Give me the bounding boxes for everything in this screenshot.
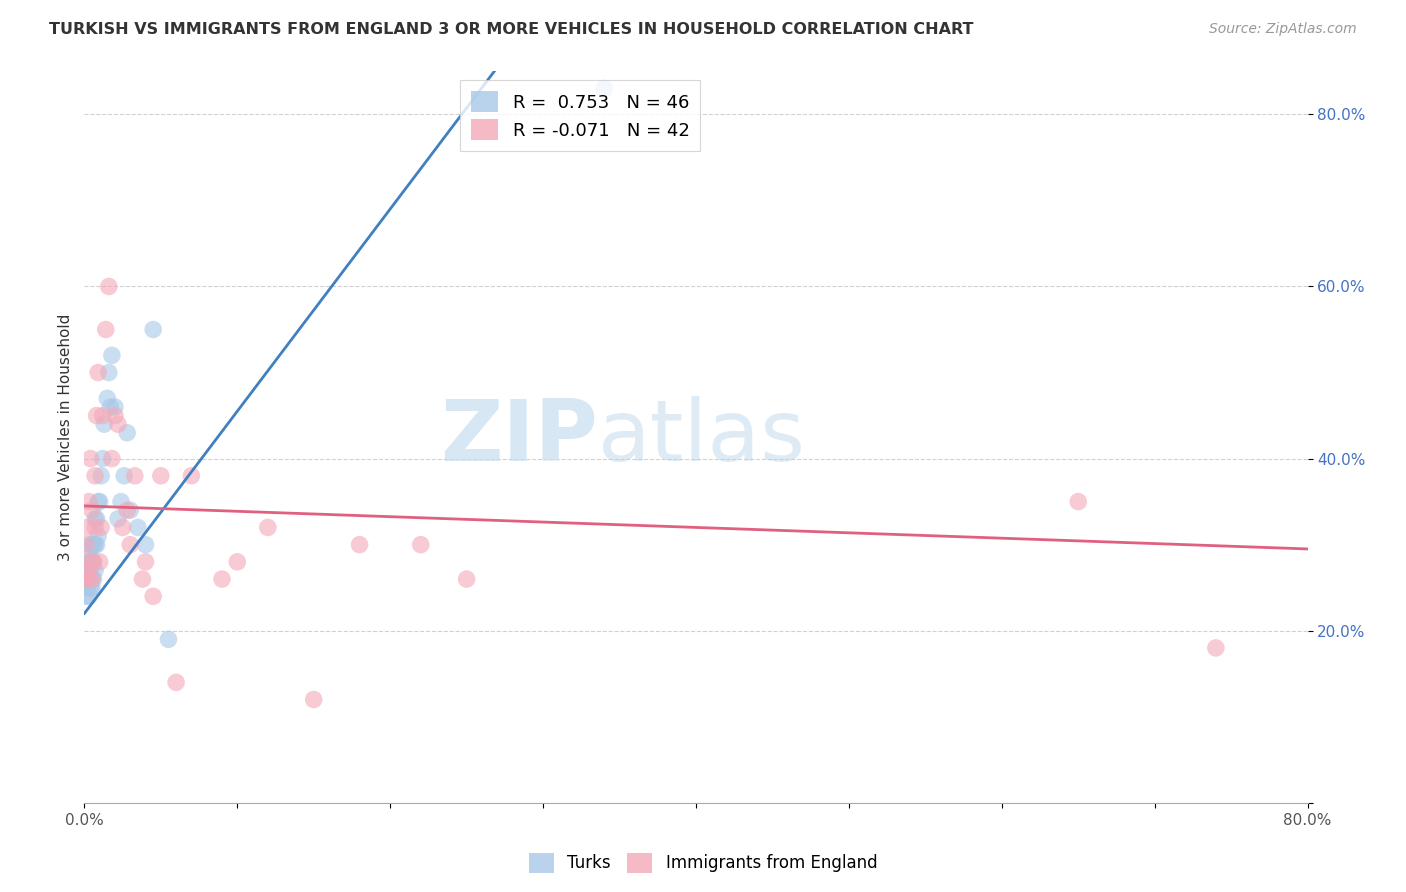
Point <box>135 555 157 569</box>
Point <box>77 564 100 578</box>
Point <box>149 468 172 483</box>
Text: Source: ZipAtlas.com: Source: ZipAtlas.com <box>1209 22 1357 37</box>
Point <box>107 512 129 526</box>
Text: ZIP: ZIP <box>440 395 598 479</box>
Point <box>101 348 124 362</box>
Point <box>80 572 103 586</box>
Text: TURKISH VS IMMIGRANTS FROM ENGLAND 3 OR MORE VEHICLES IN HOUSEHOLD CORRELATION C: TURKISH VS IMMIGRANTS FROM ENGLAND 3 OR … <box>49 22 974 37</box>
Point <box>93 417 115 432</box>
Point <box>84 512 107 526</box>
Point <box>79 564 101 578</box>
Point <box>79 555 101 569</box>
Point <box>87 494 110 508</box>
Point <box>76 572 98 586</box>
Point <box>124 468 146 483</box>
Point <box>120 538 142 552</box>
Point <box>79 581 101 595</box>
Point <box>84 520 107 534</box>
Point <box>131 572 153 586</box>
Point <box>83 555 105 569</box>
Point <box>157 632 180 647</box>
Point <box>142 322 165 336</box>
Point <box>107 417 129 432</box>
Point <box>115 503 138 517</box>
Point <box>76 520 98 534</box>
Point <box>80 555 103 569</box>
Point <box>211 572 233 586</box>
Point <box>165 675 187 690</box>
Point <box>98 400 121 414</box>
Point <box>257 520 280 534</box>
Point <box>75 572 97 586</box>
Point <box>90 468 112 483</box>
Point <box>76 581 98 595</box>
Point <box>104 409 127 423</box>
Legend: Turks, Immigrants from England: Turks, Immigrants from England <box>522 847 884 880</box>
Point <box>135 538 157 552</box>
Text: atlas: atlas <box>598 395 806 479</box>
Point <box>104 400 127 414</box>
Point <box>87 366 110 380</box>
Point <box>101 451 124 466</box>
Point <box>86 409 108 423</box>
Point <box>593 81 616 95</box>
Point <box>115 425 138 440</box>
Point <box>77 589 100 603</box>
Point <box>1205 640 1227 655</box>
Point <box>456 572 478 586</box>
Point <box>77 572 100 586</box>
Y-axis label: 3 or more Vehicles in Household: 3 or more Vehicles in Household <box>58 313 73 561</box>
Point <box>80 581 103 595</box>
Point <box>142 589 165 603</box>
Point <box>76 555 98 569</box>
Point <box>83 538 105 552</box>
Point <box>110 494 132 508</box>
Point <box>1067 494 1090 508</box>
Point <box>97 279 120 293</box>
Point <box>79 555 101 569</box>
Point <box>87 529 110 543</box>
Point <box>90 520 112 534</box>
Point <box>96 392 118 406</box>
Point <box>112 468 135 483</box>
Point <box>79 538 101 552</box>
Legend: R =  0.753   N = 46, R = -0.071   N = 42: R = 0.753 N = 46, R = -0.071 N = 42 <box>460 80 700 151</box>
Point <box>409 538 432 552</box>
Point <box>80 503 103 517</box>
Point <box>91 409 114 423</box>
Point <box>226 555 249 569</box>
Point <box>83 555 105 569</box>
Point <box>127 520 149 534</box>
Point <box>77 572 100 586</box>
Point <box>75 589 97 603</box>
Point <box>89 494 111 508</box>
Point <box>349 538 371 552</box>
Point <box>84 564 107 578</box>
Point <box>86 512 108 526</box>
Point <box>84 538 107 552</box>
Point <box>75 538 97 552</box>
Point <box>120 503 142 517</box>
Point <box>76 564 98 578</box>
Point <box>94 322 117 336</box>
Point <box>89 555 111 569</box>
Point <box>111 520 134 534</box>
Point <box>77 494 100 508</box>
Point <box>180 468 202 483</box>
Point <box>91 451 114 466</box>
Point <box>77 546 100 560</box>
Point <box>75 564 97 578</box>
Point <box>80 572 103 586</box>
Point <box>302 692 325 706</box>
Point <box>83 572 105 586</box>
Point <box>86 538 108 552</box>
Point <box>79 451 101 466</box>
Point <box>80 538 103 552</box>
Point <box>84 468 107 483</box>
Point <box>97 366 120 380</box>
